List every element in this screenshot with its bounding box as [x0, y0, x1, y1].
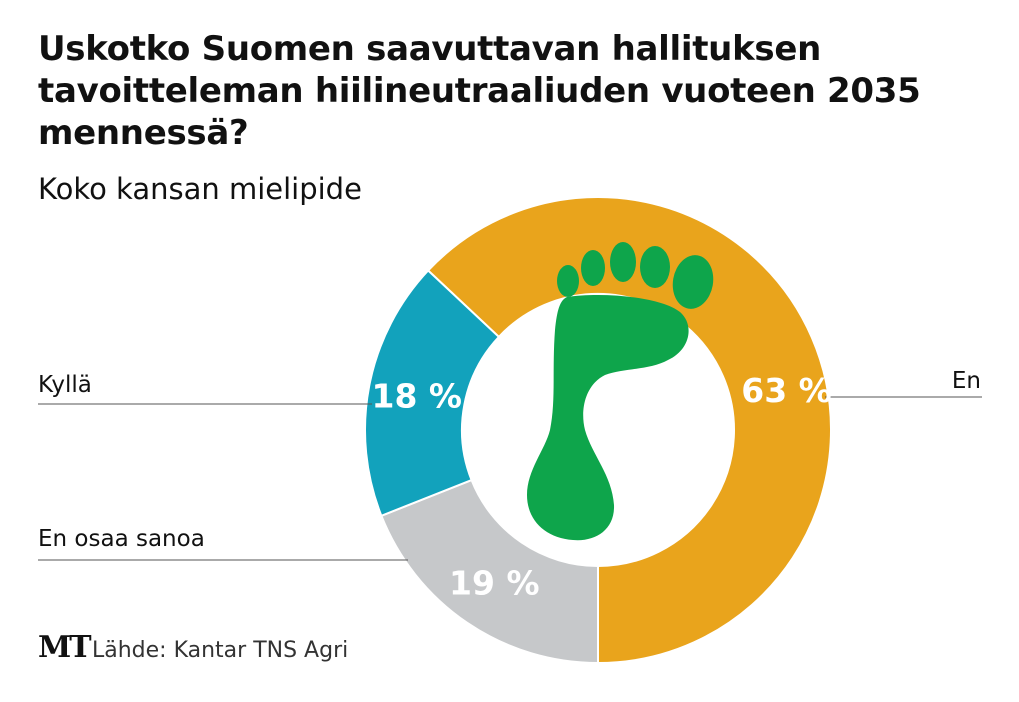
footprint-icon: [527, 242, 714, 541]
slice-kylla: [364, 269, 501, 518]
chart-title: Uskotko Suomen saavuttavan hallituksen t…: [38, 29, 921, 153]
legend-label-en-osaa-sanoa: En osaa sanoa: [38, 526, 205, 552]
legend-label-en: En: [951, 368, 981, 394]
value-label: 19 %: [449, 564, 539, 603]
chart-subtitle: Koko kansan mielipide: [38, 172, 362, 206]
legend-label-kylla: Kyllä: [38, 372, 92, 398]
source-note: Lähde: Kantar TNS Agri: [92, 638, 349, 663]
value-label: 63 %: [741, 371, 831, 410]
mt-logo: MT: [38, 630, 92, 665]
slice-en-osaa-sanoa: [380, 478, 599, 665]
value-label: 18 %: [372, 376, 462, 415]
